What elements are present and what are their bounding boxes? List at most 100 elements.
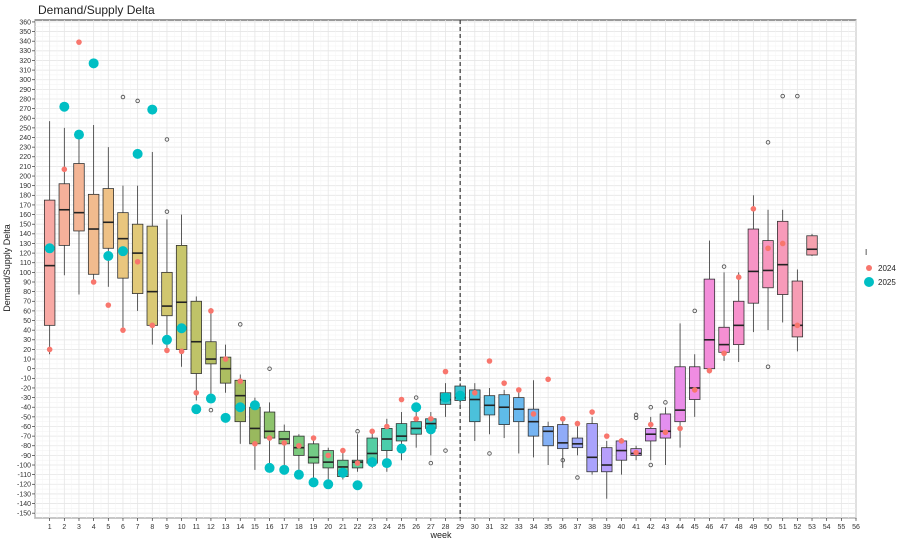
- point-2024: [779, 240, 786, 247]
- x-tick-label: 11: [193, 524, 200, 531]
- y-tick-label: -70: [21, 434, 31, 441]
- point-2025: [425, 424, 436, 435]
- point-2024: [765, 245, 771, 252]
- point-2025: [103, 250, 114, 261]
- x-tick-label: 50: [764, 524, 772, 531]
- x-tick-label: 39: [603, 524, 611, 531]
- outlier-point: [487, 451, 492, 456]
- x-tick-label: 43: [662, 524, 670, 531]
- outlier-point: [560, 457, 566, 463]
- point-2025: [396, 443, 407, 454]
- y-tick-label: 110: [20, 260, 31, 267]
- point-2024: [647, 421, 654, 428]
- outlier-point: [237, 322, 243, 327]
- box-body: [747, 228, 760, 304]
- y-tick-label: -90: [21, 453, 31, 460]
- box-body: [58, 183, 70, 246]
- x-tick-label: 37: [574, 524, 582, 531]
- box-body: [791, 280, 804, 338]
- y-tick-label: -150: [17, 511, 31, 518]
- point-2024: [442, 368, 449, 375]
- box-week-50: [762, 140, 774, 370]
- x-tick-label: 4: [92, 524, 96, 531]
- x-tick-label: 46: [705, 524, 713, 531]
- point-2025: [279, 464, 290, 475]
- legend-title: I: [865, 248, 867, 257]
- point-2024: [61, 166, 68, 173]
- y-tick-label: -130: [17, 491, 31, 498]
- box-body: [205, 341, 217, 365]
- point-2024: [530, 411, 537, 417]
- y-tick-label: -10: [21, 376, 31, 383]
- y-tick-label: 350: [19, 29, 31, 36]
- box-week-35: [542, 421, 554, 466]
- y-tick-label: 50: [23, 318, 31, 325]
- point-2024: [252, 441, 258, 447]
- x-tick-label: 30: [471, 524, 479, 531]
- x-tick-label: 13: [222, 524, 230, 531]
- x-tick-label: 12: [207, 524, 215, 531]
- chart-title: Demand/Supply Delta: [38, 3, 155, 17]
- box-week-34: [527, 380, 540, 458]
- points-2025: [44, 58, 466, 491]
- box-body: [586, 423, 598, 473]
- outlier-point: [135, 98, 140, 104]
- y-tick-label: 250: [19, 125, 31, 132]
- point-2024: [105, 302, 112, 308]
- y-tick-label: 230: [19, 145, 31, 152]
- y-tick-label: 80: [23, 289, 31, 296]
- point-2024: [193, 389, 200, 396]
- x-tick-label: 15: [251, 524, 259, 531]
- point-2025: [293, 469, 304, 480]
- y-tick-label: 0: [27, 366, 31, 373]
- y-tick-label: 70: [23, 299, 31, 306]
- outlier-point: [795, 93, 800, 99]
- x-tick-label: 27: [427, 524, 435, 531]
- point-2024: [281, 440, 288, 446]
- x-tick-label: 17: [280, 524, 288, 531]
- x-tick-label: 22: [354, 524, 362, 531]
- point-2024: [266, 435, 273, 441]
- box-body: [659, 413, 672, 439]
- legend-2024-marker: [866, 265, 872, 271]
- x-tick-label: 6: [121, 524, 125, 531]
- point-2024: [90, 279, 97, 285]
- point-2024: [134, 258, 141, 265]
- outlier-point: [575, 475, 580, 480]
- outlier-point: [164, 209, 170, 214]
- outlier-point: [648, 462, 654, 468]
- x-tick-label: 1: [48, 524, 52, 531]
- y-tick-label: 190: [19, 183, 31, 190]
- box-week-37: [571, 426, 584, 480]
- y-tick-label: 220: [19, 154, 31, 161]
- x-tick-label: 42: [647, 524, 655, 531]
- point-2024: [574, 420, 581, 427]
- point-2024: [662, 429, 669, 436]
- y-tick-label: 280: [19, 96, 31, 103]
- point-2025: [132, 148, 143, 159]
- box-week-26: [410, 395, 422, 448]
- box-body: [322, 450, 334, 469]
- point-2025: [308, 477, 319, 488]
- box-week-2: [58, 127, 70, 276]
- box-body: [263, 411, 276, 439]
- box-body: [689, 366, 701, 400]
- box-week-30: [469, 383, 481, 441]
- y-tick-label: 30: [23, 337, 31, 344]
- y-tick-label: -50: [21, 414, 31, 421]
- box-body: [469, 389, 481, 423]
- box-week-51: [777, 93, 789, 323]
- points-2024: [46, 39, 801, 466]
- x-tick-label: 18: [295, 524, 303, 531]
- point-2025: [249, 400, 260, 411]
- point-2025: [176, 323, 187, 334]
- x-tick-label: 52: [793, 524, 801, 531]
- box-week-6: [117, 94, 129, 329]
- outlier-point: [443, 448, 448, 453]
- point-2024: [706, 367, 713, 374]
- x-tick-label: 25: [398, 524, 406, 531]
- point-2024: [398, 396, 405, 403]
- y-tick-label: 240: [19, 135, 31, 142]
- box-week-32: [498, 389, 510, 439]
- box-week-46: [703, 240, 716, 374]
